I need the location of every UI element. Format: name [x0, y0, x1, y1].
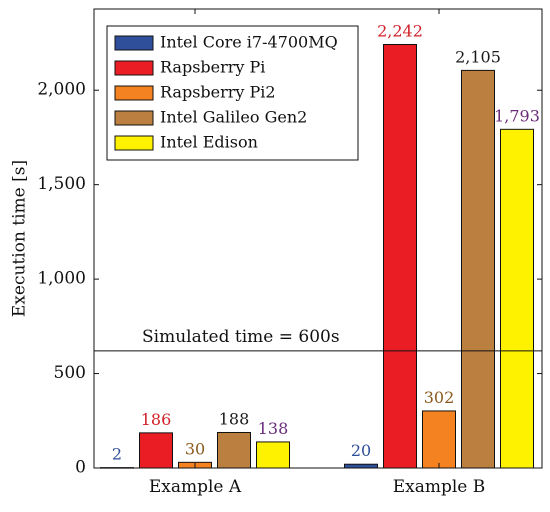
reference-line-group: Simulated time = 600s	[94, 327, 542, 352]
legend-swatch	[114, 85, 154, 101]
bar-value-label: 186	[141, 410, 172, 429]
bar	[217, 431, 251, 469]
bar-value-label: 188	[219, 409, 250, 428]
legend-swatch	[114, 35, 154, 51]
bar-value-label: 1,793	[494, 106, 540, 125]
legend-label: Rapsberry Pi	[160, 58, 265, 77]
y-axis-ticks: 0 500 1,000 1,500 2,000	[37, 80, 542, 478]
bar-value-label: 2	[112, 445, 122, 464]
legend-swatch	[114, 110, 154, 126]
bars-layer: 2 186 30 188 138 20 2,242 302 2,105 1,793	[100, 22, 540, 469]
legend-label: Intel Galileo Gen2	[160, 108, 307, 127]
bar	[344, 463, 378, 469]
bar	[500, 128, 534, 469]
x-axis-ticks: Example A Example B	[149, 9, 485, 497]
bar-value-label: 2,242	[377, 22, 423, 41]
y-tick-label: 1,000	[37, 269, 86, 289]
legend: Intel Core i7-4700MQ Rapsberry Pi Rapsberr…	[106, 25, 359, 161]
legend-swatch	[114, 60, 154, 76]
bar	[256, 441, 290, 469]
bar-value-label: 2,105	[455, 47, 501, 66]
legend-label: Intel Edison	[160, 133, 258, 152]
reference-line-label: Simulated time = 600s	[142, 327, 340, 347]
x-tick-label: Example B	[393, 477, 486, 497]
legend-label: Rapsberry Pi2	[160, 83, 276, 102]
y-tick-label: 1,500	[37, 174, 86, 194]
legend-label: Intel Core i7-4700MQ	[160, 33, 338, 52]
bar-value-label: 30	[185, 439, 205, 458]
bar	[422, 410, 456, 469]
bar	[383, 44, 417, 469]
bar	[461, 69, 495, 469]
y-tick-label: 2,000	[37, 80, 86, 100]
bar-value-label: 20	[351, 441, 371, 460]
y-tick-label: 0	[75, 458, 86, 478]
bar-value-label: 302	[424, 388, 455, 407]
bar	[139, 432, 173, 469]
y-tick-label: 500	[54, 363, 86, 383]
y-axis-title: Execution time [s]	[10, 160, 30, 317]
bar-value-label: 138	[258, 419, 289, 438]
x-tick-label: Example A	[149, 477, 242, 497]
plot-frame	[93, 8, 543, 469]
legend-swatch	[114, 135, 154, 151]
